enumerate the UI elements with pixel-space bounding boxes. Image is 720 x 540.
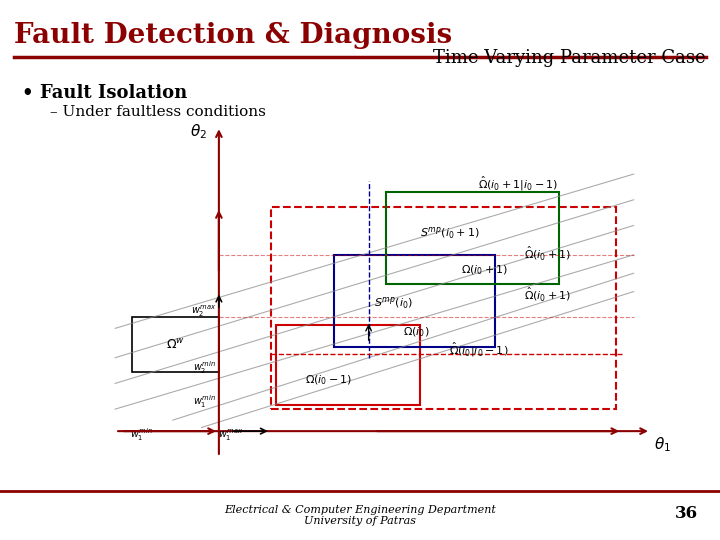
Text: $\hat{\Omega}(i_0+1)$: $\hat{\Omega}(i_0+1)$	[524, 285, 572, 303]
Text: – Under faultless conditions: – Under faultless conditions	[50, 105, 266, 119]
Bar	[276, 325, 420, 406]
Text: • Fault Isolation: • Fault Isolation	[22, 84, 187, 102]
Text: $\theta_2$: $\theta_2$	[190, 123, 207, 141]
Text: $\Omega^w$: $\Omega^w$	[166, 338, 185, 352]
Text: $\Omega(i_0+1)$: $\Omega(i_0+1)$	[461, 264, 508, 277]
Text: $w_2^{min}$: $w_2^{min}$	[193, 359, 216, 375]
Text: $\hat{\Omega}(i_0|i_0-1)$: $\hat{\Omega}(i_0|i_0-1)$	[449, 340, 509, 359]
Text: $\hat{\Omega}(i_0+1)$: $\hat{\Omega}(i_0+1)$	[524, 245, 572, 262]
Text: $\Omega(i_0-1)$: $\Omega(i_0-1)$	[305, 374, 352, 387]
Text: $\hat{\Omega}(i_0+1|i_0-1)$: $\hat{\Omega}(i_0+1|i_0-1)$	[478, 175, 558, 193]
Text: $w_1^{min}$: $w_1^{min}$	[193, 394, 216, 410]
Text: Fault Detection & Diagnosis: Fault Detection & Diagnosis	[14, 22, 453, 49]
Bar	[334, 255, 495, 347]
Text: Electrical & Computer Engineering Department
University of Patras: Electrical & Computer Engineering Depart…	[224, 505, 496, 526]
Text: 36: 36	[675, 505, 698, 522]
Text: $\theta_1$: $\theta_1$	[654, 435, 671, 454]
Text: $S^{mp}(i_0)$: $S^{mp}(i_0)$	[374, 295, 413, 311]
Text: $w_2^{max}$: $w_2^{max}$	[191, 303, 216, 319]
Text: $w_1^{max}$: $w_1^{max}$	[217, 428, 243, 443]
Text: Time Varying Parameter Case: Time Varying Parameter Case	[433, 49, 706, 66]
Bar	[271, 207, 616, 409]
Bar	[132, 318, 219, 373]
Text: $S^{mp}(i_0+1)$: $S^{mp}(i_0+1)$	[420, 226, 480, 241]
Text: $\Omega(i_0)$: $\Omega(i_0)$	[403, 326, 430, 340]
Bar	[386, 192, 559, 284]
Text: $w_1^{min}$: $w_1^{min}$	[130, 427, 153, 443]
